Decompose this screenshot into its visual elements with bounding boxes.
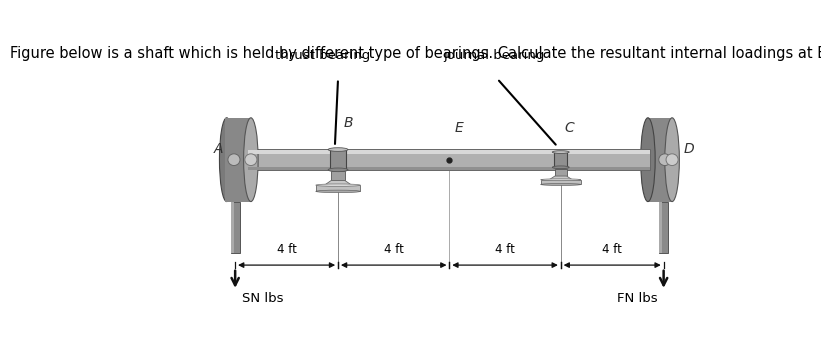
- Text: A: A: [214, 142, 223, 156]
- Ellipse shape: [666, 154, 678, 166]
- Ellipse shape: [228, 154, 240, 166]
- Text: B: B: [343, 116, 353, 130]
- Text: D: D: [684, 142, 695, 156]
- Text: Figure below is a shaft which is held by different type of bearings. Calculate t: Figure below is a shaft which is held by…: [10, 46, 821, 61]
- Bar: [659, 201, 668, 253]
- Bar: [659, 201, 663, 253]
- Text: thrust bearing: thrust bearing: [274, 49, 369, 62]
- Ellipse shape: [316, 190, 360, 193]
- Text: SN lbs: SN lbs: [241, 292, 283, 305]
- Ellipse shape: [665, 118, 679, 201]
- Ellipse shape: [219, 118, 234, 201]
- Bar: [249, 150, 650, 170]
- Ellipse shape: [640, 118, 655, 201]
- Bar: [555, 168, 566, 176]
- Ellipse shape: [553, 151, 569, 153]
- Bar: [554, 152, 567, 167]
- Ellipse shape: [245, 154, 257, 166]
- Bar: [648, 118, 673, 201]
- Text: journal bearing: journal bearing: [443, 49, 544, 62]
- Text: 4 ft: 4 ft: [603, 243, 622, 256]
- Ellipse shape: [541, 184, 580, 185]
- Text: C: C: [565, 121, 575, 135]
- Bar: [330, 150, 346, 170]
- Text: E: E: [455, 121, 463, 135]
- Ellipse shape: [553, 166, 569, 169]
- Text: 4 ft: 4 ft: [495, 243, 515, 256]
- Polygon shape: [545, 176, 576, 182]
- Bar: [316, 185, 360, 191]
- Bar: [541, 180, 580, 185]
- Ellipse shape: [658, 154, 671, 166]
- Ellipse shape: [328, 168, 348, 172]
- Polygon shape: [320, 180, 356, 188]
- Ellipse shape: [244, 118, 258, 201]
- Bar: [249, 151, 650, 154]
- Text: FN lbs: FN lbs: [617, 292, 658, 305]
- Ellipse shape: [316, 184, 360, 186]
- Bar: [231, 201, 240, 253]
- Bar: [231, 201, 234, 253]
- Text: 4 ft: 4 ft: [383, 243, 404, 256]
- Bar: [249, 167, 650, 170]
- Bar: [331, 171, 345, 180]
- Text: 4 ft: 4 ft: [277, 243, 296, 256]
- Ellipse shape: [328, 148, 348, 151]
- Bar: [226, 118, 250, 201]
- Ellipse shape: [541, 179, 580, 181]
